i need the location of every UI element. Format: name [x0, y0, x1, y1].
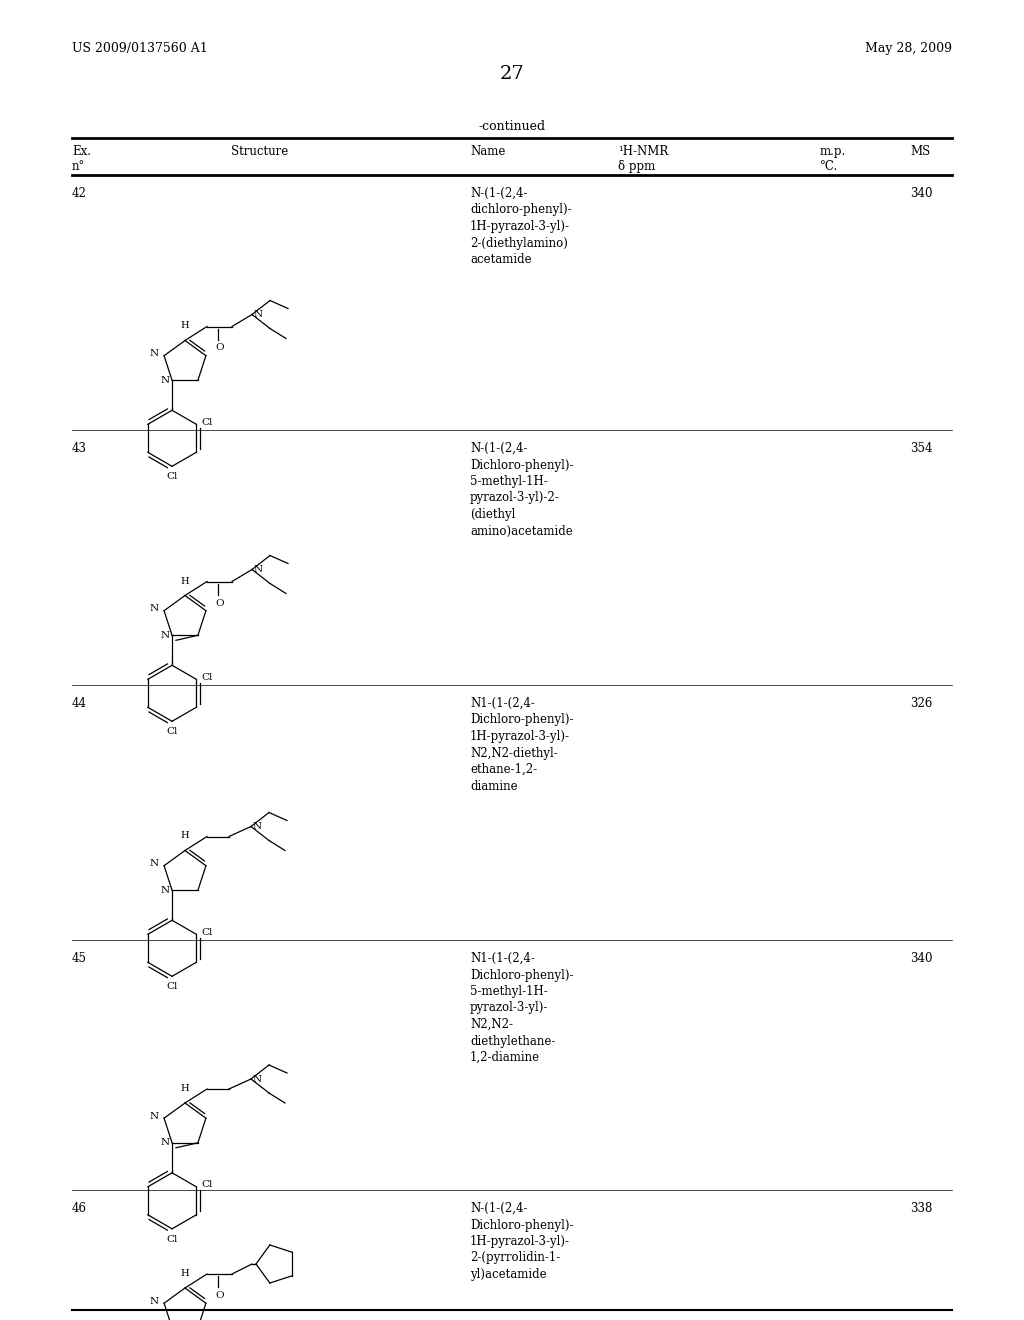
Text: N1-(1-(2,4-
Dichloro-phenyl)-
5-methyl-1H-
pyrazol-3-yl)-
N2,N2-
diethylethane-
: N1-(1-(2,4- Dichloro-phenyl)- 5-methyl-1… — [470, 952, 573, 1064]
Text: Cl: Cl — [202, 673, 213, 682]
Text: 42: 42 — [72, 187, 87, 201]
Text: H: H — [180, 577, 189, 586]
Text: MS: MS — [910, 145, 930, 158]
Text: Cl: Cl — [166, 1234, 178, 1243]
Text: May 28, 2009: May 28, 2009 — [865, 42, 952, 55]
Text: Cl: Cl — [202, 418, 213, 426]
Text: Structure: Structure — [231, 145, 289, 158]
Text: Cl: Cl — [166, 727, 178, 737]
Text: H: H — [180, 1084, 189, 1093]
Text: Cl: Cl — [166, 473, 178, 482]
Text: O: O — [215, 598, 224, 607]
Text: H: H — [180, 322, 189, 330]
Text: N: N — [253, 1074, 262, 1084]
Text: N-(1-(2,4-
Dichloro-phenyl)-
5-methyl-1H-
pyrazol-3-yl)-2-
(diethyl
amino)acetam: N-(1-(2,4- Dichloro-phenyl)- 5-methyl-1H… — [470, 442, 573, 537]
Text: N: N — [254, 565, 263, 574]
Text: US 2009/0137560 A1: US 2009/0137560 A1 — [72, 42, 208, 55]
Text: O: O — [215, 343, 224, 352]
Text: 27: 27 — [500, 65, 524, 83]
Text: N: N — [150, 859, 159, 869]
Text: ¹H-NMR
δ ppm: ¹H-NMR δ ppm — [618, 145, 669, 173]
Text: 354: 354 — [910, 442, 933, 455]
Text: Ex.
n°: Ex. n° — [72, 145, 91, 173]
Text: 44: 44 — [72, 697, 87, 710]
Text: N: N — [161, 376, 170, 385]
Text: 43: 43 — [72, 442, 87, 455]
Text: H: H — [180, 1269, 189, 1278]
Text: 326: 326 — [910, 697, 933, 710]
Text: 340: 340 — [910, 952, 933, 965]
Text: 338: 338 — [910, 1203, 933, 1214]
Text: 46: 46 — [72, 1203, 87, 1214]
Text: 340: 340 — [910, 187, 933, 201]
Text: Cl: Cl — [166, 982, 178, 991]
Text: N: N — [150, 1296, 159, 1305]
Text: Cl: Cl — [202, 1180, 213, 1189]
Text: N1-(1-(2,4-
Dichloro-phenyl)-
1H-pyrazol-3-yl)-
N2,N2-diethyl-
ethane-1,2-
diami: N1-(1-(2,4- Dichloro-phenyl)- 1H-pyrazol… — [470, 697, 573, 792]
Text: N: N — [253, 822, 262, 832]
Text: H: H — [180, 832, 189, 841]
Text: N-(1-(2,4-
dichloro-phenyl)-
1H-pyrazol-3-yl)-
2-(diethylamino)
acetamide: N-(1-(2,4- dichloro-phenyl)- 1H-pyrazol-… — [470, 187, 571, 267]
Text: m.p.
°C.: m.p. °C. — [820, 145, 846, 173]
Text: N-(1-(2,4-
Dichloro-phenyl)-
1H-pyrazol-3-yl)-
2-(pyrrolidin-1-
yl)acetamide: N-(1-(2,4- Dichloro-phenyl)- 1H-pyrazol-… — [470, 1203, 573, 1280]
Text: O: O — [215, 1291, 224, 1300]
Text: -continued: -continued — [478, 120, 546, 133]
Text: N: N — [150, 1111, 159, 1121]
Text: Name: Name — [470, 145, 506, 158]
Text: N: N — [161, 1138, 170, 1147]
Text: N: N — [150, 350, 159, 358]
Text: N: N — [254, 310, 263, 319]
Text: Cl: Cl — [202, 928, 213, 937]
Text: N: N — [150, 605, 159, 614]
Text: N: N — [161, 886, 170, 895]
Text: N: N — [161, 631, 170, 640]
Text: 45: 45 — [72, 952, 87, 965]
